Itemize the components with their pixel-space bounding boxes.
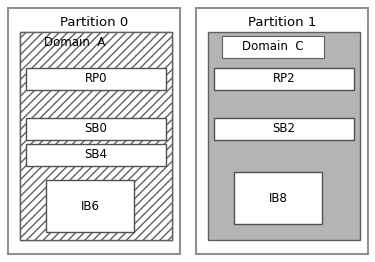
Bar bbox=[208, 32, 360, 240]
Bar bbox=[196, 8, 368, 254]
Text: Partition 0: Partition 0 bbox=[60, 15, 128, 29]
Bar bbox=[26, 144, 166, 166]
Text: SB4: SB4 bbox=[84, 149, 108, 161]
Bar bbox=[26, 118, 166, 140]
Bar bbox=[214, 68, 354, 90]
Text: SB0: SB0 bbox=[85, 123, 107, 135]
Bar bbox=[26, 68, 166, 90]
Text: RP0: RP0 bbox=[85, 73, 107, 85]
Text: Domain  C: Domain C bbox=[242, 41, 304, 53]
Bar bbox=[46, 180, 134, 232]
Text: RP2: RP2 bbox=[273, 73, 296, 85]
Bar bbox=[20, 32, 172, 240]
Text: Domain  A: Domain A bbox=[44, 35, 106, 48]
Bar bbox=[222, 36, 324, 58]
Bar bbox=[214, 118, 354, 140]
Bar bbox=[234, 172, 322, 224]
Text: Partition 1: Partition 1 bbox=[248, 15, 316, 29]
Text: IB6: IB6 bbox=[81, 199, 99, 212]
Bar bbox=[8, 8, 180, 254]
Bar bbox=[20, 32, 172, 240]
Text: IB8: IB8 bbox=[268, 192, 287, 205]
Text: SB2: SB2 bbox=[273, 123, 296, 135]
